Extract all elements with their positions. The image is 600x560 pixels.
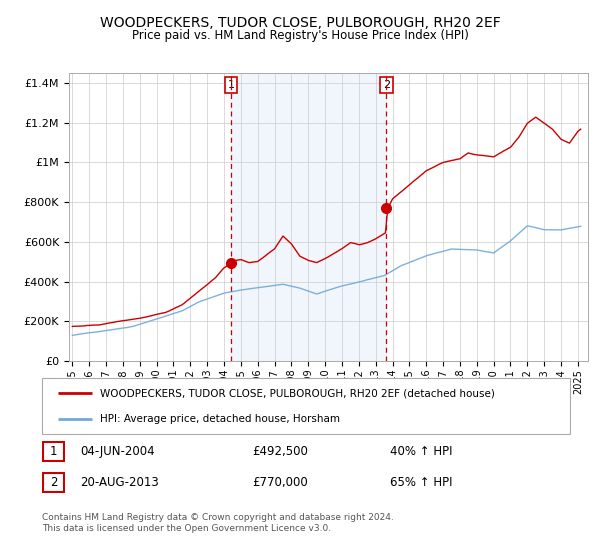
Text: £492,500: £492,500 <box>252 445 308 458</box>
FancyBboxPatch shape <box>43 473 64 492</box>
Text: This data is licensed under the Open Government Licence v3.0.: This data is licensed under the Open Gov… <box>42 524 331 533</box>
FancyBboxPatch shape <box>43 442 64 461</box>
Text: WOODPECKERS, TUDOR CLOSE, PULBOROUGH, RH20 2EF: WOODPECKERS, TUDOR CLOSE, PULBOROUGH, RH… <box>100 16 500 30</box>
Text: Contains HM Land Registry data © Crown copyright and database right 2024.: Contains HM Land Registry data © Crown c… <box>42 513 394 522</box>
Text: 1: 1 <box>50 445 57 458</box>
Text: 2: 2 <box>50 475 57 489</box>
Text: Price paid vs. HM Land Registry's House Price Index (HPI): Price paid vs. HM Land Registry's House … <box>131 29 469 42</box>
Text: 1: 1 <box>227 80 235 90</box>
Bar <box>231 73 386 361</box>
Text: WOODPECKERS, TUDOR CLOSE, PULBOROUGH, RH20 2EF (detached house): WOODPECKERS, TUDOR CLOSE, PULBOROUGH, RH… <box>100 388 495 398</box>
Text: 40% ↑ HPI: 40% ↑ HPI <box>390 445 452 458</box>
Text: 20-AUG-2013: 20-AUG-2013 <box>80 475 158 489</box>
FancyBboxPatch shape <box>42 378 570 434</box>
Text: 04-JUN-2004: 04-JUN-2004 <box>80 445 154 458</box>
Text: 65% ↑ HPI: 65% ↑ HPI <box>390 475 452 489</box>
Text: 2: 2 <box>383 80 390 90</box>
Text: £770,000: £770,000 <box>252 475 308 489</box>
Text: HPI: Average price, detached house, Horsham: HPI: Average price, detached house, Hors… <box>100 414 340 424</box>
